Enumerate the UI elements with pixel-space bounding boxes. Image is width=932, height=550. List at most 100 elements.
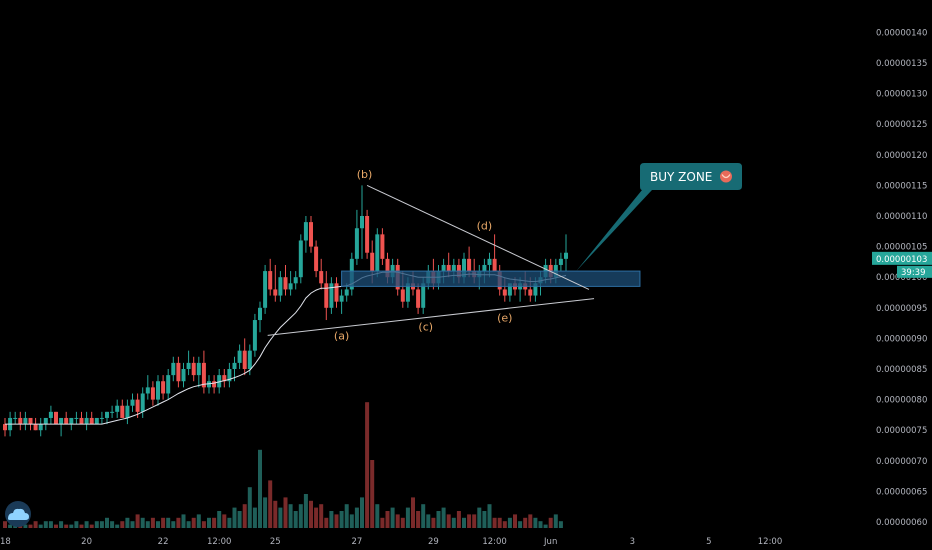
candle (176, 356, 181, 388)
candle-body (298, 240, 303, 278)
price-tick-label: 0.00000120 (876, 151, 927, 161)
price-tick-label: 0.00000065 (876, 487, 927, 497)
volume-bar (79, 524, 84, 528)
candle (48, 405, 53, 425)
volume-bar (252, 507, 257, 528)
volume-bar (268, 480, 273, 528)
candle (227, 362, 232, 388)
volume-bar (349, 514, 354, 528)
candle (105, 411, 109, 425)
volume-bar (497, 517, 502, 528)
candle-body (329, 283, 334, 308)
price-tick-label: 0.00000125 (876, 120, 927, 130)
buy-zone-box[interactable] (341, 270, 641, 287)
volume-bar (258, 449, 262, 528)
shrimp-emoji-icon (720, 170, 732, 183)
volume-bar (426, 514, 431, 528)
candle (252, 313, 257, 357)
volume-bar (232, 507, 237, 528)
candle-body (212, 381, 217, 388)
candle (339, 289, 344, 314)
price-axis[interactable]: 0.00000060 0.00000065 0.00000070 0.00000075… (876, 28, 927, 528)
volume-bar (533, 517, 538, 528)
price-tick-label: 0.00000115 (876, 181, 927, 191)
volume-bar (89, 524, 94, 528)
candle (150, 381, 155, 406)
volume-bar (360, 497, 364, 528)
volume-bar (145, 521, 150, 528)
candle-body (416, 289, 421, 308)
volume-bar (273, 500, 278, 528)
volume-bar (405, 507, 410, 528)
volume-bar (324, 517, 329, 528)
candle-body (64, 417, 69, 425)
candle (59, 417, 64, 437)
candle-body (156, 381, 160, 400)
volume-bar (278, 507, 283, 528)
candle (196, 356, 201, 388)
candle-body (467, 258, 472, 272)
volume-bar (329, 511, 334, 528)
volume-bar (543, 524, 548, 528)
candle-body (482, 264, 487, 272)
candle (242, 338, 247, 376)
candle-body (258, 307, 262, 321)
candle-body (533, 283, 538, 296)
candle-body (13, 417, 18, 419)
price-tick-label: 0.00000110 (876, 212, 927, 222)
candle-body (120, 405, 125, 418)
candle (558, 252, 563, 272)
candle (161, 375, 166, 400)
volume-bar (303, 494, 308, 528)
volume-bar (314, 507, 319, 528)
buy-zone-callout[interactable]: BUY ZONE (576, 163, 742, 272)
candle (314, 240, 319, 278)
candle-body (278, 277, 283, 296)
candle-body (191, 362, 196, 376)
price-tick-label: 0.00000060 (876, 518, 927, 528)
volume-bar (421, 504, 426, 528)
candle-body (303, 222, 308, 241)
candle-body (28, 417, 33, 425)
candle-body (74, 417, 79, 419)
candle (288, 271, 293, 296)
candle-body (110, 411, 115, 413)
candle-body (268, 271, 273, 290)
candle-body (99, 417, 104, 419)
volume-bar (8, 524, 13, 528)
candle-body (166, 375, 171, 394)
candle (18, 411, 23, 431)
candle-body (181, 369, 186, 382)
volume-bar (339, 511, 344, 528)
volume-bar (125, 517, 130, 528)
volume-bar (227, 517, 232, 528)
candle (293, 271, 298, 290)
upper-trendline[interactable] (366, 184, 590, 290)
candle (319, 258, 324, 290)
candle-body (232, 362, 237, 369)
volume-bar (166, 517, 171, 528)
candle (74, 411, 79, 425)
volume-bar (69, 524, 74, 528)
volume-bar (196, 514, 201, 528)
candle-body (375, 234, 380, 272)
candle (120, 399, 125, 418)
volume-bar (263, 497, 268, 528)
candle-body (69, 417, 74, 425)
price-tick-label: 0.00000105 (876, 243, 927, 253)
candle (237, 344, 242, 369)
volume-bar (553, 514, 558, 528)
lower-trendline[interactable] (267, 298, 595, 336)
candle (278, 271, 283, 302)
candle-body (135, 399, 140, 412)
cloud-logo-icon (5, 501, 31, 527)
candle-body (227, 369, 232, 382)
callout-label: BUY ZONE (650, 170, 712, 184)
price-tick-label: 0.00000070 (876, 457, 927, 467)
candle (492, 234, 497, 272)
volume-bar (28, 524, 33, 528)
volume-bar (247, 487, 252, 528)
time-axis[interactable]: 18 20 22 12:00 25 27 29 12:00 Jun 3 5 12:00 (0, 537, 782, 547)
candle-body (201, 362, 206, 388)
